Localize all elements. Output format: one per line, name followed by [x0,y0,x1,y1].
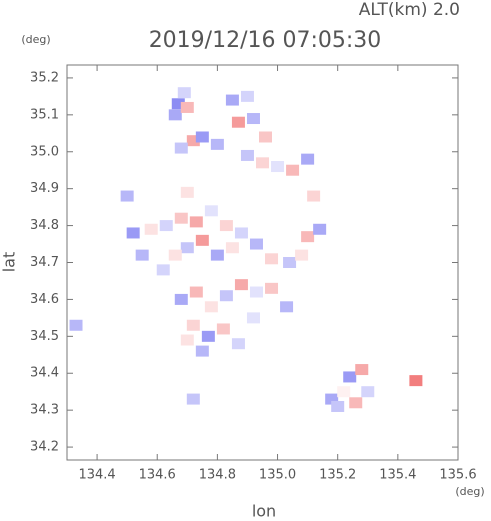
x-tick-label: 135.2 [319,468,356,483]
y-unit: (deg) [21,33,50,46]
echo-cell [219,220,233,232]
echo-cell [201,330,215,342]
echo-cell [259,131,273,143]
echo-cell [144,223,158,235]
echo-cell [210,249,224,261]
echo-cell [231,338,245,350]
y-tick-label: 34.9 [30,181,59,196]
echo-cell [295,249,309,261]
x-tick-label: 135.0 [259,468,296,483]
echo-cell [189,286,203,298]
echo-cell [120,190,134,202]
echo-cell [195,131,209,143]
echo-cell [168,109,182,121]
echo-cell [126,227,140,239]
echo-cell [195,345,209,357]
y-axis-label: lat [0,252,19,273]
echo-cell [301,231,315,243]
echo-cell [219,290,233,302]
x-tick-label: 134.8 [199,468,236,483]
y-tick-label: 34.8 [30,218,59,233]
echo-cell [307,190,321,202]
echo-cell [177,87,191,99]
echo-cell [234,227,248,239]
echo-cell [409,375,423,387]
echo-cell [361,386,375,398]
y-tick-label: 34.4 [30,366,59,381]
echo-cell [249,238,263,250]
echo-cell [313,223,327,235]
echo-cell [265,253,279,265]
echo-cell [246,113,260,125]
echo-cell [234,279,248,291]
y-tick-label: 35.1 [30,107,59,122]
echo-cell [240,149,254,161]
echo-cell [231,116,245,128]
echo-cell [204,301,218,313]
echo-cell [135,249,149,261]
x-tick-label: 134.4 [78,468,115,483]
x-tick-label: 135.6 [439,468,476,483]
plot-frame [66,64,459,461]
echo-cell [271,161,285,173]
echo-cell [180,101,194,113]
echo-cell [216,323,230,335]
echo-cell [256,157,269,169]
echo-cell [180,242,194,254]
echo-cell [180,334,194,346]
echo-cell [174,212,188,224]
echo-cell [337,386,351,398]
echo-cell [159,220,173,232]
echo-cell [180,186,194,198]
echo-cell [186,393,200,405]
echo-cell [168,249,182,261]
subtitle: ALT(km) 2.0 [359,0,460,20]
echo-cell [249,286,263,298]
y-tick-label: 35.2 [30,70,59,85]
echo-cell [246,312,260,324]
echo-cell [265,282,279,294]
echo-cell [349,397,363,409]
echo-cell [343,371,357,383]
echo-cell [286,164,300,176]
echo-cell [355,364,369,376]
x-tick-label: 134.6 [139,468,176,483]
echo-cell [225,242,239,254]
echo-cell [186,319,200,331]
echo-cell [69,319,83,331]
echo-cell [280,301,294,313]
echo-cell [174,293,188,305]
echo-cell [174,142,188,154]
echo-cell [204,205,218,217]
y-tick-label: 34.3 [30,403,59,418]
x-axis-label: lon [252,502,276,521]
y-tick-label: 34.5 [30,329,59,344]
x-tick-label: 135.4 [379,468,416,483]
x-unit: (deg) [455,485,484,498]
y-tick-label: 34.6 [30,292,59,307]
echo-cell [189,216,203,228]
echo-cell [331,400,345,412]
chart-title: 2019/12/16 07:05:30 [149,28,382,53]
echo-cell [225,94,239,106]
echo-cell [210,138,224,150]
echo-cell [156,264,170,276]
echo-cell [195,234,209,246]
echo-cell [301,153,315,165]
echo-cell [283,257,297,268]
y-tick-label: 35.0 [30,144,59,159]
echo-cell [240,90,254,102]
y-tick-label: 34.7 [30,255,59,270]
y-tick-label: 34.2 [30,440,59,455]
